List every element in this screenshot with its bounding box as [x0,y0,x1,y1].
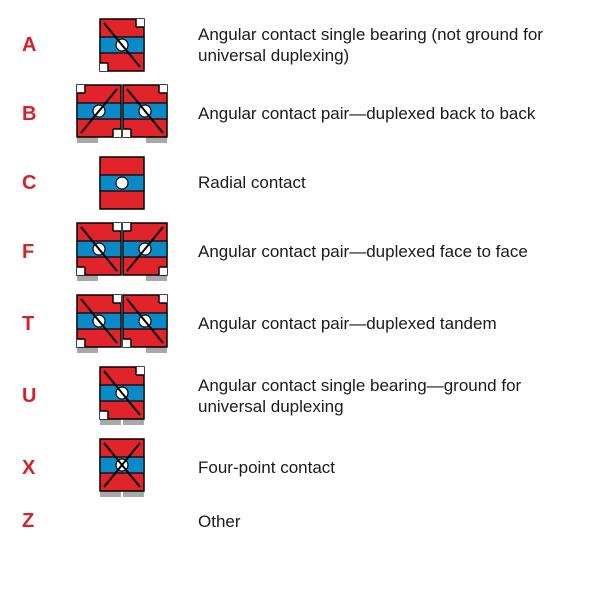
bearing-description: Angular contact single bearing—ground fo… [182,375,572,418]
row-A: A Angular contact single bearing (not gro… [22,18,578,72]
bearing-description: Other [182,511,241,532]
bearing-description: Angular contact pair—duplexed back to ba… [182,103,535,124]
bearing-icon [62,366,182,426]
row-Z: Z Other [22,510,578,533]
bearing-description: Radial contact [182,172,306,193]
row-T: T Angular contact pair—duplexed tandem [22,294,578,354]
bearing-code: C [22,172,62,195]
row-C: C Radial contact [22,156,578,210]
bearing-code: A [22,34,62,57]
row-B: B Angular contact pair—duplexed back to b… [22,84,578,144]
row-F: F Angular contact pair—duplexed face to f… [22,222,578,282]
bearing-description: Angular contact pair—duplexed tandem [182,313,497,334]
bearing-description: Four-point contact [182,457,335,478]
bearing-code: X [22,457,62,480]
bearing-code: U [22,385,62,408]
bearing-icon [62,84,182,144]
bearing-icon [62,156,182,210]
bearing-icon [62,438,182,498]
bearing-code: B [22,103,62,126]
row-U: U Angular contact single bearing—ground f… [22,366,578,426]
bearing-code: F [22,241,62,264]
bearing-code: T [22,313,62,336]
bearing-description: Angular contact pair—duplexed face to fa… [182,241,528,262]
bearing-icon [62,294,182,354]
bearing-description: Angular contact single bearing (not grou… [182,24,572,67]
bearing-icon [62,222,182,282]
bearing-code: Z [22,510,62,533]
bearing-icon [62,18,182,72]
row-X: X Four-point contact [22,438,578,498]
